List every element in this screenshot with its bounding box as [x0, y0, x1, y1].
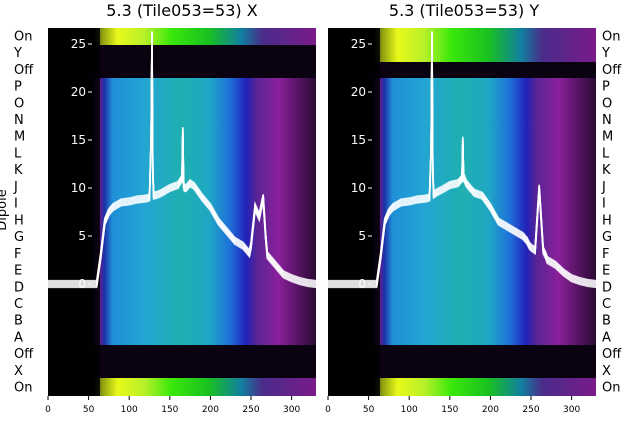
row-label: C: [14, 297, 23, 312]
overlay-tick-label: 15: [351, 133, 366, 147]
chart-title-x: 5.3 (Tile053=53) X: [106, 1, 257, 20]
x-tick-label: 0: [45, 405, 51, 415]
row-label: Off: [14, 347, 34, 362]
x-tick-label: 150: [441, 405, 458, 415]
row-label: I: [602, 197, 606, 212]
x-tick-label: 100: [401, 405, 418, 415]
overlay-tick-label: 5: [358, 229, 366, 243]
row-label: Off: [602, 63, 622, 78]
y-axis-label: Dipole: [0, 189, 10, 230]
row-label: N: [602, 113, 612, 128]
x-tick-label: 50: [83, 405, 95, 415]
row-label: H: [14, 213, 24, 228]
row-label: L: [14, 146, 22, 161]
row-label: I: [14, 197, 18, 212]
overlay-tick-label: 20: [351, 85, 366, 99]
overlay-tick-label: 25: [351, 37, 366, 51]
x-ticks-y: 0 50 100 150 200 250 300: [325, 396, 580, 415]
row-label: F: [602, 247, 609, 262]
x-tick-label: 300: [283, 405, 300, 415]
row-label: G: [14, 230, 24, 245]
overlay-tick-label: 25: [71, 37, 86, 51]
row-label: J: [601, 180, 606, 195]
row-label: B: [602, 314, 611, 329]
bright-band-bottom-x: [48, 378, 316, 396]
x-tick-label: 250: [522, 405, 539, 415]
row-label: A: [14, 330, 23, 345]
row-label: X: [602, 364, 611, 379]
row-label: On: [602, 29, 620, 44]
row-label: M: [602, 130, 613, 145]
row-label: C: [602, 297, 611, 312]
row-label: K: [602, 163, 611, 178]
row-label: X: [14, 364, 23, 379]
x-tick-label: 200: [482, 405, 499, 415]
row-label: D: [602, 280, 612, 295]
row-label: K: [14, 163, 23, 178]
row-label: Off: [602, 347, 622, 362]
row-label: E: [602, 264, 610, 279]
chart-title-y: 5.3 (Tile053=53) Y: [389, 1, 539, 20]
row-label: O: [602, 96, 612, 111]
row-label: A: [602, 330, 611, 345]
row-label: B: [14, 314, 23, 329]
x-tick-label: 200: [202, 405, 219, 415]
row-label: Y: [13, 46, 22, 61]
row-label: F: [14, 247, 21, 262]
side-strip-y: [328, 28, 380, 396]
row-label: P: [602, 80, 610, 95]
row-label: P: [14, 80, 22, 95]
row-label: G: [602, 230, 612, 245]
row-label: D: [14, 280, 24, 295]
row-label: L: [602, 146, 610, 161]
overlay-tick-label: 5: [78, 229, 86, 243]
overlay-lines-x: [48, 31, 317, 289]
row-label: E: [14, 264, 22, 279]
row-label: O: [14, 96, 24, 111]
row-label: N: [14, 113, 24, 128]
x-tick-label: 100: [121, 405, 138, 415]
x-tick-label: 300: [563, 405, 580, 415]
overlay-tick-label: 10: [351, 181, 366, 195]
row-label: Y: [601, 46, 610, 61]
x-tick-label: 150: [161, 405, 178, 415]
overlay-tick-label: 20: [71, 85, 86, 99]
overlay-tick-label: 15: [71, 133, 86, 147]
row-label: On: [602, 381, 620, 396]
x-ticks-x: 0 50 100 150 200 250 300: [45, 396, 300, 415]
dark-band-top-y: [328, 62, 596, 78]
bright-band-top-x: [48, 28, 316, 45]
row-label: Off: [14, 63, 34, 78]
row-label: On: [14, 381, 32, 396]
x-tick-label: 0: [325, 405, 331, 415]
row-label: On: [14, 29, 32, 44]
overlay-tick-label: 10: [71, 181, 86, 195]
row-label: M: [14, 130, 25, 145]
bright-band-bottom-y: [328, 378, 596, 396]
x-tick-label: 250: [242, 405, 259, 415]
x-tick-label: 50: [363, 405, 375, 415]
overlay-line: [328, 37, 597, 289]
side-strip-x: [48, 28, 100, 396]
row-label: H: [602, 213, 612, 228]
overlay-line: [48, 37, 317, 289]
overlay-lines-y: [328, 31, 597, 289]
row-label: J: [13, 180, 18, 195]
